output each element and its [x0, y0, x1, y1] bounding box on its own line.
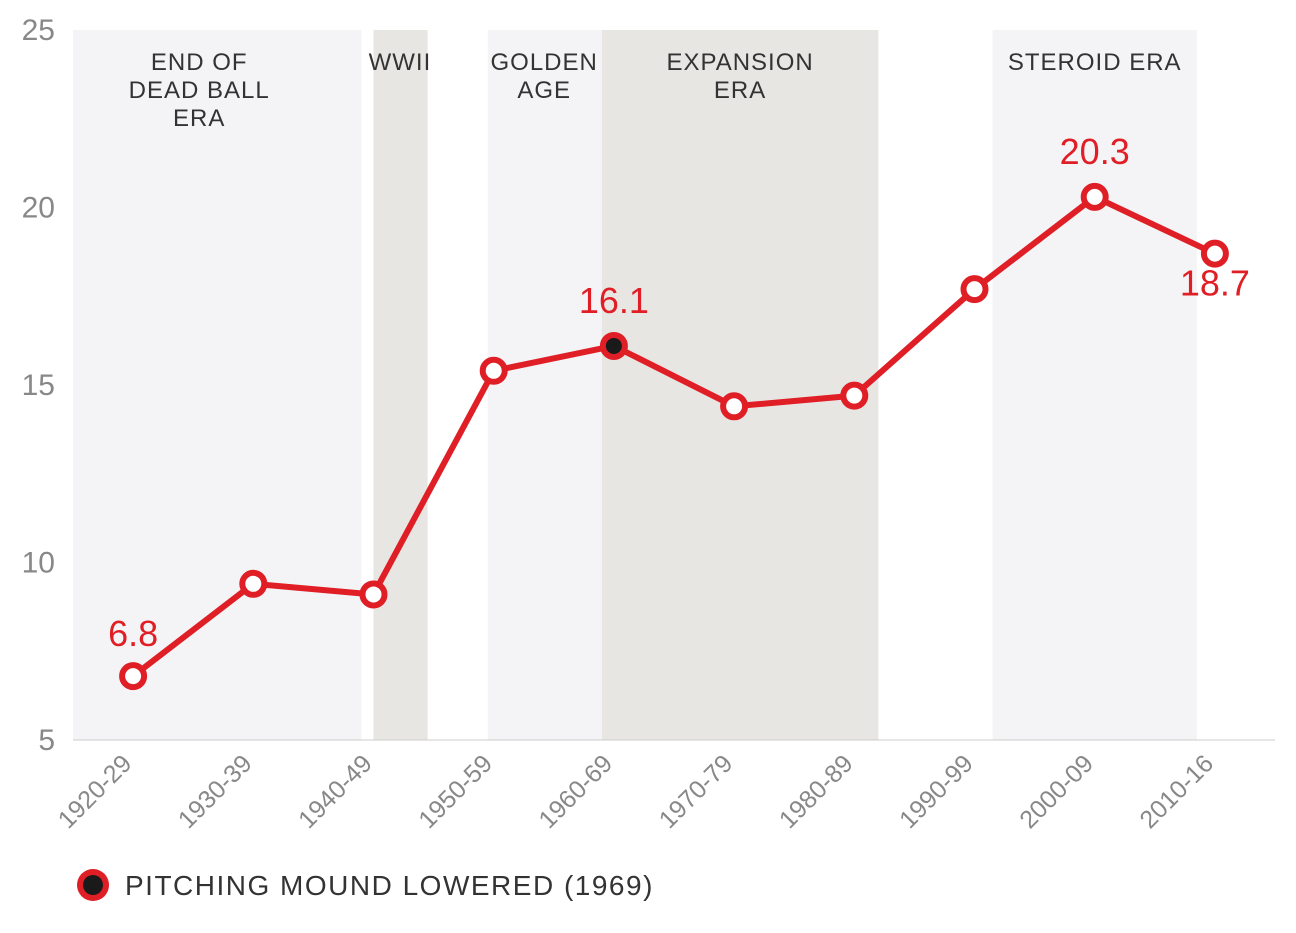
- y-tick-label: 15: [22, 369, 55, 402]
- y-tick-label: 20: [22, 192, 55, 225]
- x-tick-label: 1940-49: [293, 749, 378, 834]
- era-band: [488, 30, 602, 740]
- era-label: STEROID ERA: [1008, 49, 1182, 76]
- x-tick-label: 1970-79: [654, 749, 739, 834]
- y-tick-label: 25: [22, 14, 55, 47]
- y-tick-label: 10: [22, 547, 55, 580]
- data-marker: [483, 360, 505, 382]
- x-tick-label: 1930-39: [173, 749, 258, 834]
- legend-marker-inner: [83, 875, 103, 895]
- x-tick-label: 2010-16: [1134, 749, 1219, 834]
- data-marker: [1204, 243, 1226, 265]
- era-band: [374, 30, 428, 740]
- value-label: 6.8: [108, 613, 158, 654]
- x-tick-label: 1950-59: [413, 749, 498, 834]
- data-marker-special: [603, 335, 625, 357]
- data-marker: [843, 385, 865, 407]
- data-marker: [242, 573, 264, 595]
- x-tick-label: 1960-69: [533, 749, 618, 834]
- era-label: WWII: [369, 49, 432, 76]
- x-tick-label: 1980-89: [774, 749, 859, 834]
- value-label: 18.7: [1180, 263, 1250, 304]
- chart-container: 5 10 15 20 25 1920-29 1930-39 1940-49 1950-59 196…: [0, 0, 1296, 933]
- x-tick-label: 1990-99: [894, 749, 979, 834]
- data-marker: [122, 665, 144, 687]
- era-band: [602, 30, 878, 740]
- data-marker: [363, 583, 385, 605]
- legend-label: PITCHING MOUND LOWERED (1969): [125, 870, 654, 901]
- value-label: 20.3: [1060, 131, 1130, 172]
- x-tick-label: 1920-29: [53, 749, 138, 834]
- data-marker: [723, 395, 745, 417]
- line-chart: 5 10 15 20 25 1920-29 1930-39 1940-49 1950-59 196…: [0, 0, 1296, 933]
- data-marker: [1084, 186, 1106, 208]
- data-marker: [964, 278, 986, 300]
- x-tick-label: 2000-09: [1014, 749, 1099, 834]
- value-label: 16.1: [579, 280, 649, 321]
- y-tick-label: 5: [38, 724, 55, 757]
